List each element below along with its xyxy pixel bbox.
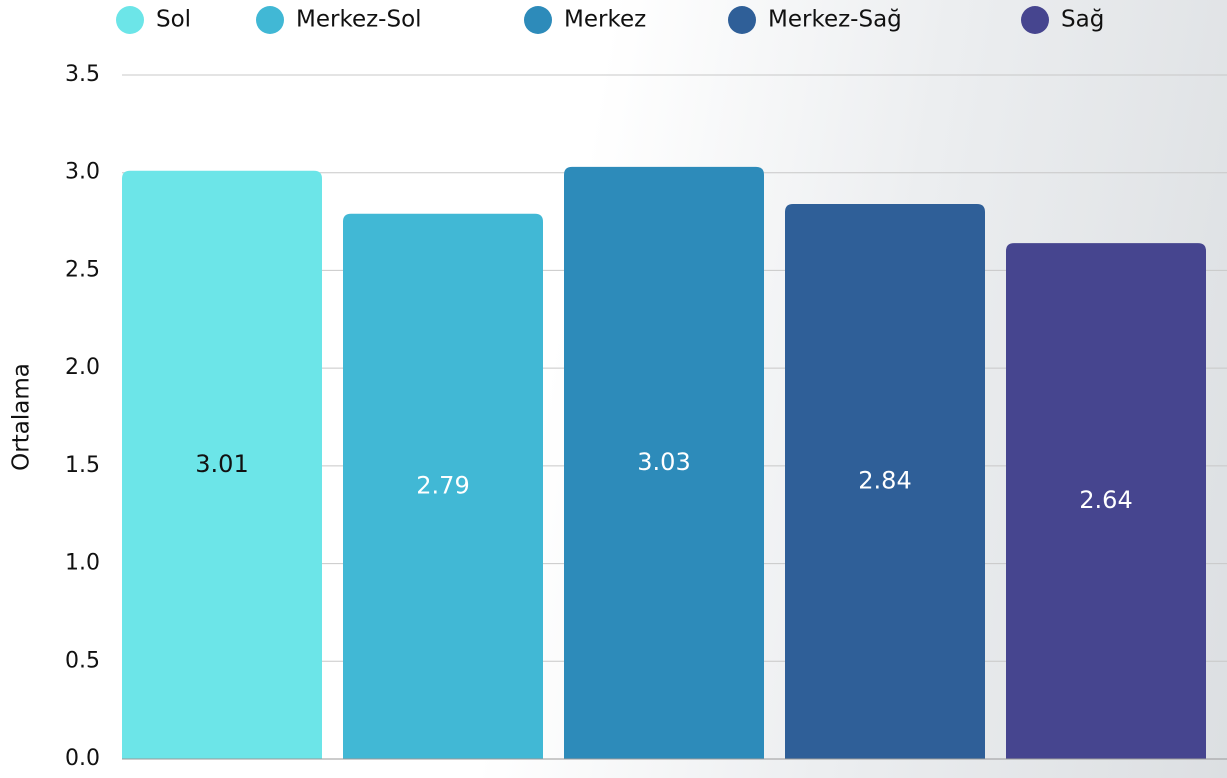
legend-label: Merkez-Sol <box>296 7 422 33</box>
legend-swatch <box>1021 6 1049 34</box>
y-tick-label: 2.5 <box>65 257 100 282</box>
legend-swatch <box>728 6 756 34</box>
legend-swatch <box>524 6 552 34</box>
bar <box>122 170 322 759</box>
y-tick-label: 1.0 <box>65 551 100 576</box>
y-tick-label: 0.5 <box>65 648 100 673</box>
legend-label: Sağ <box>1061 7 1104 33</box>
bar <box>564 166 764 759</box>
legend-swatch <box>116 6 144 34</box>
y-axis-label: Ortalama <box>9 363 35 471</box>
y-tick-label: 3.5 <box>65 62 100 87</box>
legend-swatch <box>256 6 284 34</box>
y-tick-label: 1.5 <box>65 453 100 478</box>
value-label: 2.84 <box>858 466 911 494</box>
legend-label: Merkez-Sağ <box>768 7 902 33</box>
value-label: 2.79 <box>416 471 469 499</box>
bar <box>1006 243 1206 759</box>
y-tick-label: 0.0 <box>65 746 100 771</box>
legend-label: Merkez <box>564 7 646 33</box>
bar <box>343 213 543 760</box>
value-label: 2.64 <box>1079 486 1132 514</box>
legend-label: Sol <box>156 7 191 33</box>
value-label: 3.01 <box>195 450 248 478</box>
y-tick-label: 2.0 <box>65 355 100 380</box>
y-tick-label: 3.0 <box>65 160 100 185</box>
value-label: 3.03 <box>637 448 690 476</box>
bar <box>785 203 985 760</box>
